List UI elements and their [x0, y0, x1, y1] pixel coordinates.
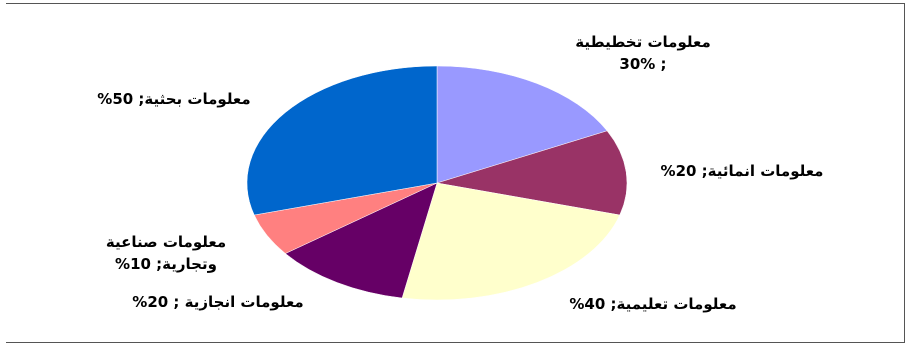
pie-slice-1 — [436, 65, 608, 184]
slice-label-line: معلومات انمائية; 20% — [661, 162, 824, 180]
chart-frame: معلومات تخطيطية ; 30% معلومات انمائية; 20%… — [6, 3, 905, 343]
pie-slice-4 — [284, 182, 438, 299]
pie-slice-3 — [401, 182, 621, 301]
slice-label-line: معلومات تعليمية; 40% — [569, 295, 736, 313]
slice-label-1: معلومات تخطيطية ; 30% — [575, 33, 711, 73]
pie-slice-2 — [436, 130, 628, 216]
slice-label-line: ; 30% — [619, 55, 666, 73]
slice-label-4: معلومات انجازية ; 20% — [132, 293, 303, 311]
slice-label-line: معلومات صناعية — [106, 233, 226, 251]
slice-label-line: وتجارية; 10% — [115, 255, 217, 273]
pie-slice-6 — [246, 65, 438, 216]
slice-label-6: معلومات بحثية; 50% — [97, 90, 250, 108]
slice-label-line: معلومات تخطيطية — [575, 33, 711, 51]
pie-chart: معلومات تخطيطية ; 30% معلومات انمائية; 20%… — [97, 33, 824, 313]
slice-label-2: معلومات انمائية; 20% — [661, 162, 824, 180]
slice-label-line: معلومات انجازية ; 20% — [132, 293, 303, 311]
slice-label-5: معلومات صناعية وتجارية; 10% — [106, 233, 226, 273]
slice-label-3: معلومات تعليمية; 40% — [569, 295, 736, 313]
slice-label-line: معلومات بحثية; 50% — [97, 90, 250, 108]
